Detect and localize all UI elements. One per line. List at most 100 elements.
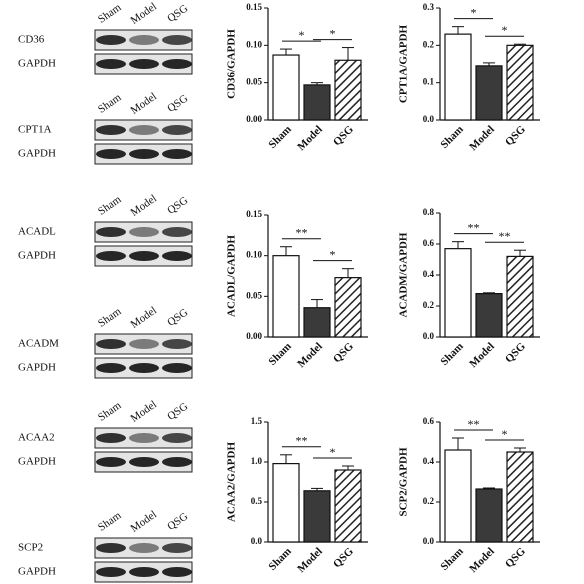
y-tick-label: 0.05: [246, 290, 262, 300]
blot-band: [162, 433, 192, 443]
error-bar: [280, 48, 292, 56]
bar: [272, 54, 300, 121]
y-tick-label: 0.6: [423, 238, 435, 248]
y-axis-label: ACADL/GAPDH: [226, 235, 238, 317]
bar-chart: 0.0 0.1 0.2 0.3 CPT1A/GAPDH Sham Model QSG * *: [398, 2, 540, 153]
y-axis-label: ACAA2/GAPDH: [226, 442, 238, 522]
error-bar: [452, 437, 464, 450]
significance-mark: **: [468, 417, 480, 431]
significance-mark: *: [330, 247, 336, 261]
blot-band: [96, 567, 126, 577]
bar: [475, 488, 503, 543]
lane-label: QSG: [165, 2, 190, 24]
bar: [334, 59, 362, 121]
significance-mark: *: [299, 28, 305, 42]
bar: [334, 469, 362, 543]
error-bar: [514, 249, 526, 257]
bar: [444, 33, 472, 121]
bar: [506, 451, 534, 543]
bar: [334, 277, 362, 338]
y-tick-label: 1.0: [251, 456, 263, 466]
x-tick-label: Sham: [266, 340, 294, 368]
bar: [303, 84, 331, 121]
blot-band: [162, 227, 192, 237]
bar: [444, 248, 472, 338]
blot-panel: Sham Model QSG CPT1A GAPDH: [18, 90, 193, 165]
x-tick-label: Sham: [266, 545, 294, 573]
protein-label: ACADL: [18, 226, 56, 238]
blot-band: [96, 227, 126, 237]
y-tick-label: 0.5: [251, 496, 263, 506]
y-tick-label: 0.0: [251, 536, 263, 546]
blot-band: [162, 149, 192, 159]
protein-label: ACADM: [18, 338, 59, 350]
error-bar: [452, 26, 464, 35]
protein-label: SCP2: [18, 542, 43, 554]
error-bar: [342, 47, 354, 61]
bar: [272, 463, 300, 543]
significance-mark: *: [471, 5, 477, 19]
bar: [444, 449, 472, 543]
blot-band: [96, 59, 126, 69]
blot-band: [162, 35, 192, 45]
x-tick-label: QSG: [503, 123, 528, 148]
bar-chart: 0.00 0.05 0.10 0.15 CD36/GAPDH Sham Model QSG * *: [226, 2, 368, 153]
blot-band: [129, 59, 159, 69]
blot-band: [162, 125, 192, 135]
error-bar: [514, 447, 526, 452]
bar: [272, 255, 300, 338]
control-label: GAPDH: [18, 58, 56, 70]
blot-band: [162, 59, 192, 69]
error-bar: [483, 292, 495, 294]
significance-mark: *: [330, 445, 336, 459]
blot-band: [129, 125, 159, 135]
y-tick-label: 0.1: [423, 77, 435, 87]
lane-label: QSG: [165, 194, 190, 216]
control-label: GAPDH: [18, 362, 56, 374]
blot-band: [96, 125, 126, 135]
y-tick-label: 0.15: [246, 2, 262, 12]
blot-band: [96, 339, 126, 349]
x-tick-label: QSG: [331, 545, 356, 570]
y-tick-label: 0.0: [423, 331, 435, 341]
lane-label: Model: [129, 398, 159, 424]
blot-band: [129, 567, 159, 577]
lane-label: Sham: [96, 193, 124, 217]
x-tick-label: Model: [295, 340, 325, 370]
x-tick-label: Sham: [266, 123, 294, 151]
bar: [506, 255, 534, 338]
protein-label: ACAA2: [18, 432, 55, 444]
bar-chart: 0.0 0.2 0.4 0.6 0.8 ACADM/GAPDH Sham Model QSG **…: [398, 207, 540, 370]
y-tick-label: 0.6: [423, 416, 435, 426]
error-bar: [311, 82, 323, 85]
bar: [475, 65, 503, 121]
y-tick-label: 0.4: [423, 456, 435, 466]
x-tick-label: Sham: [438, 340, 466, 368]
blot-band: [129, 35, 159, 45]
error-bar: [280, 454, 292, 464]
blot-band: [129, 227, 159, 237]
x-tick-label: Model: [467, 340, 497, 370]
lane-label: Model: [129, 508, 159, 534]
y-axis-label: CD36/GAPDH: [226, 29, 238, 99]
x-tick-label: Model: [295, 545, 325, 575]
y-tick-label: 0.8: [423, 207, 435, 217]
blot-band: [129, 543, 159, 553]
blot-band: [96, 457, 126, 467]
blot-band: [96, 543, 126, 553]
x-tick-label: QSG: [503, 545, 528, 570]
blot-band: [162, 543, 192, 553]
blot-panel: Sham Model QSG SCP2 GAPDH: [18, 508, 193, 583]
blot-panel: Sham Model QSG ACAA2 GAPDH: [18, 398, 193, 473]
lane-label: Sham: [96, 91, 124, 115]
error-bar: [311, 299, 323, 308]
blot-panel: Sham Model QSG ACADL GAPDH: [18, 192, 193, 267]
blot-band: [129, 149, 159, 159]
y-tick-label: 0.0: [423, 114, 435, 124]
bar: [475, 293, 503, 338]
blot-band: [96, 35, 126, 45]
error-bar: [452, 241, 464, 249]
lane-label: Sham: [96, 399, 124, 423]
